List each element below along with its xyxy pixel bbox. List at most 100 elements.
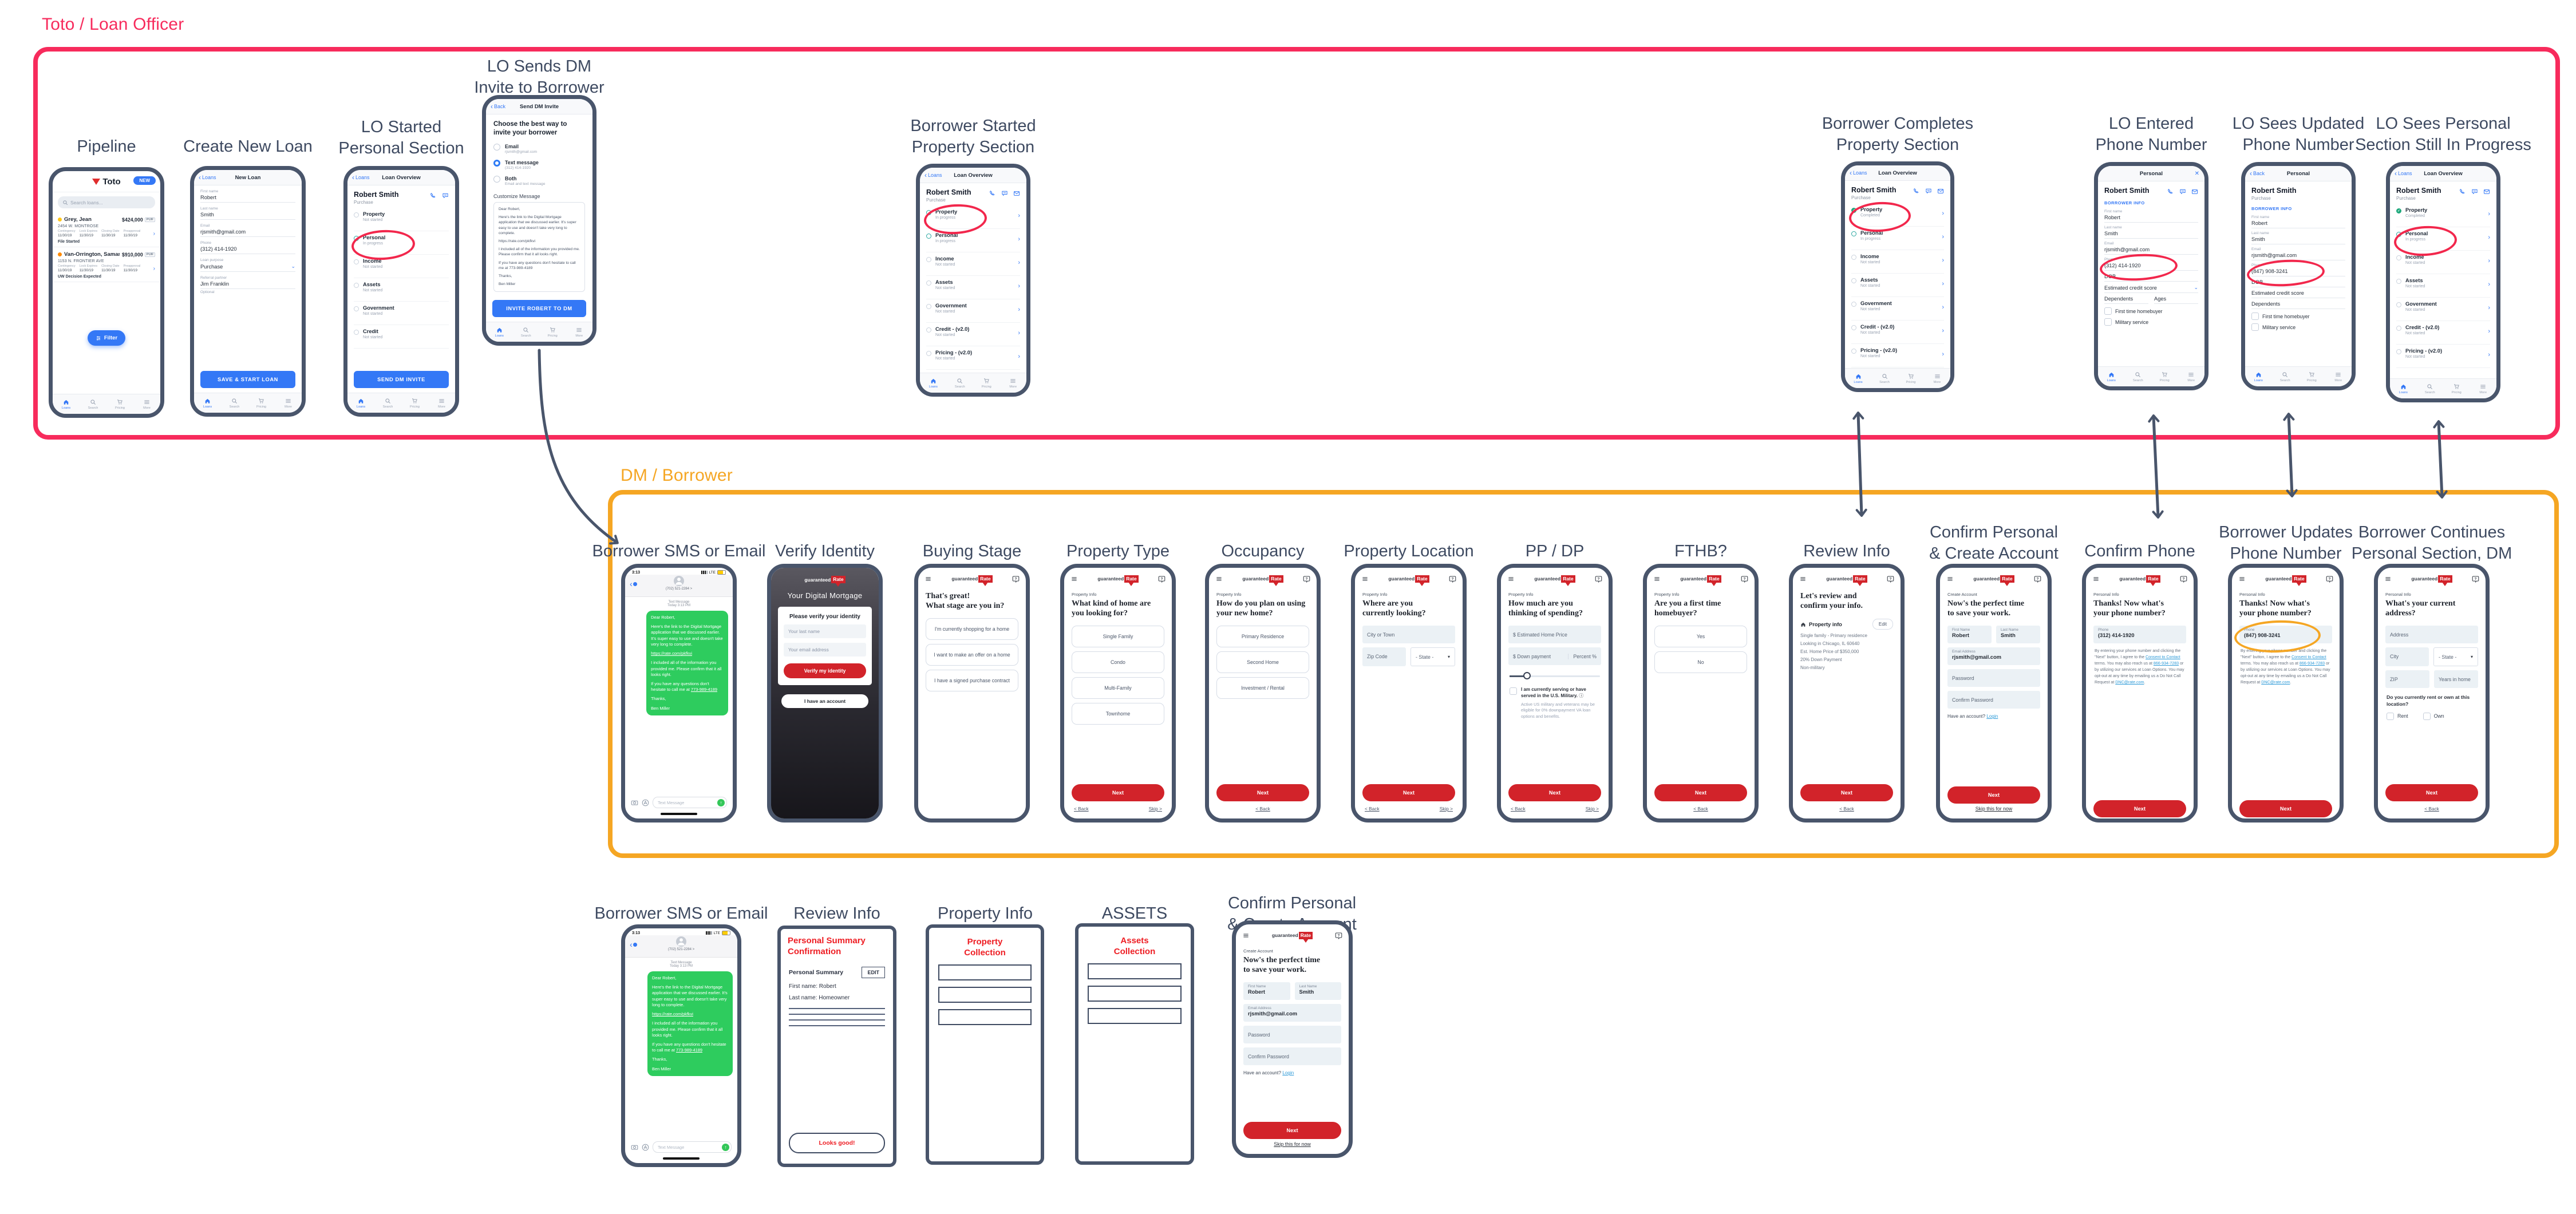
- disclaimer-segment[interactable]: 866-934-7283: [2153, 661, 2179, 666]
- login-link[interactable]: Login: [1282, 1070, 1294, 1076]
- section-row-government[interactable]: Government Not started: [354, 302, 449, 325]
- checkbox-first-time-homebuyer[interactable]: First time homebuyer: [2098, 304, 2204, 315]
- section-row-income[interactable]: Income Not started ›: [2396, 251, 2490, 274]
- menu-icon[interactable]: [1799, 576, 1807, 582]
- contact-phone-button[interactable]: [430, 192, 437, 199]
- contact-chat-button[interactable]: [2179, 188, 2186, 195]
- tab-item-loans[interactable]: Loans: [53, 394, 80, 414]
- menu-icon[interactable]: [2092, 576, 2100, 582]
- skip-link[interactable]: Skip >: [1148, 806, 1162, 812]
- skip-link[interactable]: Skip this for now: [1975, 806, 2013, 812]
- form-field-phone[interactable]: Phone (847) 908-3241: [2246, 258, 2345, 288]
- nav-back-link[interactable]: ‹ Loans: [1850, 169, 1867, 176]
- chevron-right-icon[interactable]: ›: [153, 230, 155, 237]
- tab-item-pricing[interactable]: Pricing: [1898, 369, 1924, 388]
- primary-button-send-dm-invite[interactable]: SEND DM INVITE: [354, 371, 449, 388]
- tab-item-search[interactable]: Search: [513, 322, 540, 342]
- disclaimer-segment[interactable]: Consent to Contact: [2146, 655, 2180, 660]
- checkbox-own[interactable]: Own: [2423, 712, 2444, 721]
- nav-back-link[interactable]: ‹ Back: [2250, 170, 2265, 177]
- close-icon[interactable]: ✕: [2194, 170, 2199, 177]
- primary-button-invite-robert-to-dm[interactable]: INVITE ROBERT TO DM: [492, 300, 586, 317]
- input-first-name[interactable]: First Name Robert: [1947, 626, 1992, 644]
- option-button-townhome[interactable]: Townhome: [1072, 703, 1164, 725]
- skip-link[interactable]: Skip >: [1439, 806, 1453, 812]
- option-button-primary-residence[interactable]: Primary Residence: [1216, 626, 1309, 648]
- back-link[interactable]: < Back: [2424, 806, 2439, 812]
- tab-item-more[interactable]: More: [2178, 367, 2205, 386]
- back-link[interactable]: < Back: [1365, 806, 1380, 812]
- tab-item-search[interactable]: Search: [1871, 369, 1898, 388]
- tab-item-loans[interactable]: Loans: [2390, 379, 2417, 398]
- menu-icon[interactable]: [924, 576, 932, 582]
- help-icon[interactable]: ?: [1741, 575, 1748, 583]
- form-field-estimated-credit-score[interactable]: Estimated credit score ⌄: [2104, 284, 2198, 293]
- form-field-last-name[interactable]: Last name Smith: [200, 207, 295, 220]
- menu-icon[interactable]: [2238, 576, 2246, 582]
- menu-icon[interactable]: [1242, 932, 1250, 939]
- select-state[interactable]: - State - ▾: [2433, 647, 2478, 667]
- input-first-name[interactable]: First Name Robert: [1243, 982, 1290, 1001]
- next-button[interactable]: Next: [1362, 784, 1455, 801]
- tab-item-search[interactable]: Search: [2125, 367, 2152, 386]
- tab-item-loans[interactable]: Loans: [1845, 369, 1871, 388]
- tab-item-more[interactable]: More: [428, 393, 455, 413]
- disclaimer-segment[interactable]: DNC@rate.com: [2115, 680, 2144, 685]
- menu-icon[interactable]: [1215, 576, 1223, 582]
- section-row-income[interactable]: Income Not started ›: [1851, 250, 1944, 274]
- help-icon[interactable]: ?: [1335, 932, 1342, 939]
- contact-chat-button[interactable]: [1001, 190, 1008, 197]
- menu-icon[interactable]: [1070, 576, 1078, 582]
- chevron-right-icon[interactable]: ›: [153, 265, 155, 272]
- next-button[interactable]: Next: [1654, 784, 1747, 801]
- input-zip[interactable]: ZIP: [2385, 670, 2429, 689]
- military-checkbox[interactable]: I am currently serving or have served in…: [1501, 682, 1609, 720]
- menu-icon[interactable]: [1507, 576, 1515, 582]
- email-input[interactable]: Your email address: [784, 643, 866, 657]
- form-field-last-name[interactable]: Last name Smith: [2104, 226, 2198, 239]
- help-icon[interactable]: ?: [1595, 575, 1602, 583]
- edit-button[interactable]: EDIT: [862, 966, 885, 978]
- disclaimer-segment[interactable]: 866-934-7283: [2299, 661, 2325, 666]
- section-row-personal[interactable]: Personal In progress ›: [1851, 227, 1944, 250]
- tab-item-loans[interactable]: Loans: [920, 373, 947, 393]
- contact-phone-button[interactable]: [1913, 188, 1920, 195]
- message-preview[interactable]: Dear Robert, Here's the link to the Digit…: [493, 201, 585, 292]
- tab-item-more[interactable]: More: [2325, 367, 2352, 386]
- nav-back-link[interactable]: ‹ Loans: [2395, 170, 2412, 177]
- input-password[interactable]: Password: [1243, 1026, 1341, 1044]
- nav-back-link[interactable]: ‹ Loans: [352, 174, 370, 181]
- input-zip-code[interactable]: Zip Code: [1362, 647, 1406, 667]
- primary-button-save-start-loan[interactable]: SAVE & START LOAN: [200, 371, 295, 388]
- tab-item-more[interactable]: More: [566, 322, 593, 342]
- section-row-assets[interactable]: Assets Not started ›: [1851, 274, 1944, 297]
- section-row-property[interactable]: ✓ Property Completed ›: [2396, 204, 2490, 227]
- login-link[interactable]: Login: [1986, 714, 1998, 719]
- section-row-government[interactable]: Government Not started ›: [926, 299, 1020, 323]
- next-button[interactable]: Next: [1508, 784, 1601, 801]
- appstore-icon[interactable]: [642, 799, 649, 806]
- input-years-in-home[interactable]: Years in home: [2434, 670, 2478, 689]
- option-button-condo[interactable]: Condo: [1072, 651, 1164, 674]
- contact-mail-button[interactable]: [2191, 188, 2198, 195]
- option-button-yes[interactable]: Yes: [1654, 626, 1747, 648]
- option-button-i-m-currently-shopping-for-a-home[interactable]: I'm currently shopping for a home: [926, 618, 1018, 640]
- new-loan-button[interactable]: NEW: [133, 176, 156, 185]
- form-field-last-name[interactable]: Last name Smith: [2251, 231, 2345, 244]
- form-field-dependents[interactable]: Dependents: [2251, 301, 2345, 309]
- form-field-first-name[interactable]: First name Robert: [2251, 215, 2345, 228]
- back-link[interactable]: < Back: [1255, 806, 1270, 812]
- radio-option-both[interactable]: Both Email and text message: [486, 173, 592, 189]
- input-down-payment[interactable]: $ Down payment Percent %: [1508, 647, 1601, 666]
- checkbox-rent[interactable]: Rent: [2387, 712, 2408, 721]
- help-icon[interactable]: ?: [1012, 575, 1020, 583]
- menu-icon[interactable]: [2384, 576, 2392, 582]
- tab-item-pricing[interactable]: Pricing: [2151, 367, 2178, 386]
- tab-item-pricing[interactable]: Pricing: [2443, 379, 2470, 398]
- tab-item-more[interactable]: More: [275, 393, 302, 413]
- have-account-button[interactable]: I have an account: [781, 694, 868, 708]
- help-icon[interactable]: ?: [2034, 575, 2041, 583]
- tab-item-loans[interactable]: Loans: [2245, 367, 2272, 386]
- back-link[interactable]: < Back: [1839, 806, 1854, 812]
- disclaimer-segment[interactable]: Consent to Contact: [2291, 655, 2326, 660]
